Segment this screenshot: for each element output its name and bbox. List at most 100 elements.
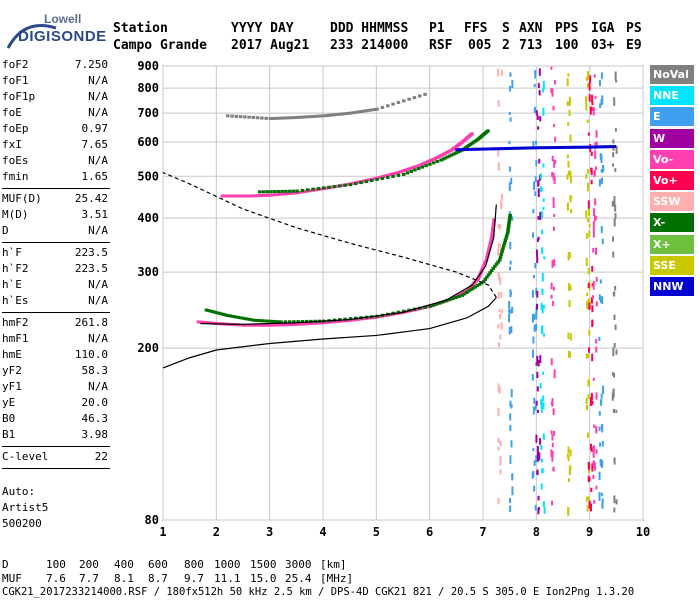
trace-mark bbox=[306, 115, 310, 119]
trace-mark bbox=[226, 114, 230, 118]
noise-mark bbox=[508, 211, 511, 216]
param-row-hme: hmE 110.0 bbox=[2, 348, 108, 364]
distance-unit: [km] bbox=[320, 558, 347, 571]
noise-mark bbox=[600, 177, 603, 184]
trace-mark bbox=[413, 165, 418, 169]
noise-mark bbox=[613, 457, 616, 465]
legend-item-ssw: SSW bbox=[650, 192, 694, 212]
trace-mark bbox=[420, 306, 425, 310]
trace-mark bbox=[287, 323, 291, 327]
muf-value: 7.7 bbox=[79, 572, 99, 585]
trace-mark bbox=[276, 323, 281, 327]
muf-unit: [MHz] bbox=[320, 572, 354, 585]
x-tick-label: 2 bbox=[213, 525, 220, 539]
noise-mark bbox=[614, 285, 617, 291]
trace-mark bbox=[343, 319, 347, 323]
trace-mark bbox=[452, 152, 456, 156]
trace-mark bbox=[505, 233, 509, 237]
noise-mark bbox=[569, 170, 572, 178]
noise-mark bbox=[550, 449, 553, 457]
distance-value: 1500 bbox=[250, 558, 277, 571]
trace-mark bbox=[524, 146, 529, 150]
noise-mark bbox=[532, 232, 535, 238]
header-ps-label: PS bbox=[626, 21, 642, 36]
param-name: fxI bbox=[2, 138, 22, 151]
trace-mark bbox=[296, 320, 300, 324]
trace-mark bbox=[228, 194, 233, 198]
param-name: h`F bbox=[2, 246, 22, 259]
trace-mark bbox=[255, 194, 260, 198]
trace-mark bbox=[271, 323, 275, 327]
noise-mark bbox=[598, 79, 601, 87]
noise-mark bbox=[600, 225, 603, 233]
noise-mark bbox=[593, 208, 596, 217]
trace-mark bbox=[283, 320, 288, 324]
noise-mark bbox=[592, 106, 595, 116]
trace-mark bbox=[300, 115, 305, 119]
header-axn-label: AXN bbox=[519, 21, 543, 36]
param-name: foF1 bbox=[2, 74, 29, 87]
trace-mark bbox=[381, 174, 386, 178]
noise-mark bbox=[612, 251, 615, 258]
param-value: N/A bbox=[88, 380, 108, 393]
param-value: N/A bbox=[88, 90, 108, 103]
noise-mark bbox=[591, 295, 594, 300]
header-pps-label: PPS bbox=[555, 21, 579, 36]
noise-mark bbox=[509, 260, 512, 265]
noise-mark bbox=[611, 163, 614, 167]
noise-mark bbox=[591, 400, 594, 405]
trace-mark bbox=[196, 320, 201, 324]
digisonde-logo: Lowell DIGISONDE bbox=[4, 10, 106, 54]
header-s-label: S bbox=[502, 21, 510, 36]
y-tick-label: 400 bbox=[137, 211, 159, 225]
trace-mark bbox=[508, 213, 512, 217]
noise-mark bbox=[601, 238, 604, 245]
noise-mark bbox=[552, 172, 555, 181]
trace-mark bbox=[236, 194, 241, 198]
trace-mark bbox=[204, 321, 208, 325]
noise-mark bbox=[543, 506, 546, 514]
noise-mark bbox=[585, 496, 588, 502]
trace-mark bbox=[415, 164, 420, 168]
trace-mark bbox=[486, 129, 490, 133]
noise-mark bbox=[497, 291, 500, 299]
trace-mark bbox=[330, 113, 334, 117]
param-value: 3.51 bbox=[81, 208, 109, 221]
x-tick-label: 1 bbox=[159, 525, 166, 539]
trace-mark bbox=[477, 282, 482, 286]
noise-mark bbox=[499, 313, 502, 320]
trace-mark bbox=[247, 115, 251, 119]
noise-mark bbox=[541, 304, 544, 314]
param-value: N/A bbox=[88, 294, 108, 307]
param-row-d: D N/A bbox=[2, 224, 108, 240]
param-name: yE bbox=[2, 396, 16, 409]
param-name: yF2 bbox=[2, 364, 22, 377]
x-tick-label: 8 bbox=[533, 525, 540, 539]
noise-mark bbox=[535, 434, 538, 443]
noise-mark bbox=[536, 303, 539, 310]
noise-mark bbox=[541, 211, 544, 219]
auto-artist: Artist5 bbox=[2, 501, 49, 514]
trace-mark bbox=[274, 320, 278, 324]
trace-mark bbox=[226, 194, 230, 198]
muf-value: 9.7 bbox=[184, 572, 204, 585]
trace-mark bbox=[348, 183, 353, 187]
noise-mark bbox=[598, 411, 601, 416]
param-row-fof2: foF2 7.250 bbox=[2, 58, 108, 74]
trace-mark bbox=[482, 147, 486, 151]
trace-mark bbox=[383, 174, 388, 178]
noise-mark bbox=[539, 438, 542, 445]
trace-mark bbox=[556, 146, 561, 150]
noise-mark bbox=[497, 407, 500, 417]
trace-mark bbox=[308, 322, 313, 326]
param-row-hf: h`F 223.5 bbox=[2, 246, 108, 262]
noise-mark bbox=[601, 501, 604, 509]
muf-value: 11.1 bbox=[214, 572, 241, 585]
trace-mark bbox=[295, 189, 299, 193]
trace-mark bbox=[208, 309, 213, 313]
param-name: foEp bbox=[2, 122, 29, 135]
noise-mark bbox=[499, 277, 502, 286]
trace-mark bbox=[327, 113, 331, 117]
noise-mark bbox=[540, 444, 543, 450]
trace-mark bbox=[460, 148, 465, 152]
